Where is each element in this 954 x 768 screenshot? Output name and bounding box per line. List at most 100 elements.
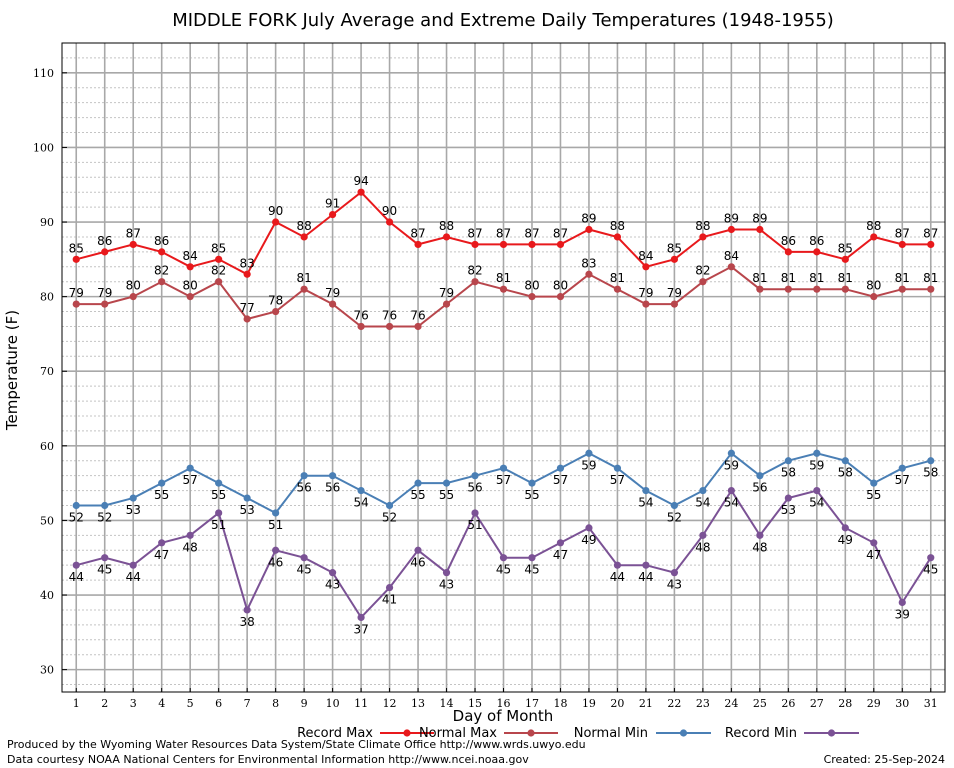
record-max-data-label: 87 (923, 226, 938, 240)
y-tick-label: 90 (40, 216, 54, 229)
legend-label: Normal Max (419, 726, 497, 741)
record-max-data-label: 91 (325, 197, 340, 211)
record-min-data-label: 45 (524, 563, 539, 577)
record-max-point (699, 233, 707, 241)
record-min-data-label: 37 (353, 622, 368, 636)
record-max-point (813, 248, 821, 256)
record-min-data-label: 44 (69, 570, 84, 584)
record-min-point (642, 561, 650, 569)
record-min-data-label: 46 (410, 555, 425, 569)
record-max-point (670, 255, 679, 263)
record-max-point (328, 210, 337, 219)
record-max-point (585, 225, 593, 234)
normal-min-point (813, 449, 821, 457)
normal-min-point (442, 479, 451, 487)
x-axis-label: Day of Month (453, 707, 554, 725)
normal-max-point (813, 285, 821, 293)
normal-max-data-label: 81 (838, 271, 853, 285)
normal-min-point (158, 479, 166, 487)
normal-min-point (727, 449, 735, 457)
record-max-point (385, 218, 394, 226)
normal-max-data-label: 81 (610, 271, 625, 285)
normal-max-data-label: 79 (667, 286, 682, 300)
normal-max-point (385, 322, 394, 331)
record-min-data-label: 43 (439, 578, 454, 592)
x-tick-label: 7 (244, 697, 251, 710)
normal-min-data-label: 52 (97, 511, 112, 525)
normal-max-data-label: 79 (638, 286, 653, 300)
normal-max-data-label: 76 (382, 308, 397, 322)
normal-max-data-label: 81 (296, 271, 311, 285)
record-min-point (699, 531, 707, 539)
normal-max-data-label: 78 (268, 294, 283, 308)
record-max-data-label: 87 (126, 226, 141, 240)
series-record-max (72, 188, 935, 278)
normal-max-point (642, 300, 650, 308)
record-max-data-label: 89 (724, 211, 739, 225)
record-min-point (385, 583, 394, 592)
normal-min-data-label: 58 (923, 466, 938, 480)
normal-max-point (756, 285, 764, 293)
normal-min-point (756, 472, 764, 480)
legend-marker (527, 729, 535, 737)
record-max-point (727, 225, 735, 234)
record-min-point (272, 546, 280, 554)
normal-max-data-label: 80 (866, 279, 881, 293)
y-tick-label: 30 (40, 664, 54, 677)
x-tick-label: 5 (187, 697, 194, 710)
grid (62, 42, 945, 692)
normal-max-point (784, 285, 792, 293)
x-tick-label: 20 (610, 697, 624, 710)
record-max-point (300, 233, 308, 241)
record-min-data-label: 45 (496, 563, 511, 577)
normal-min-point (642, 486, 650, 495)
record-min-data-label: 39 (895, 607, 910, 621)
record-max-data-label: 84 (638, 249, 653, 263)
footer-data-courtesy: Data courtesy NOAA National Centers for … (7, 753, 529, 766)
record-min-data-label: 48 (752, 540, 767, 554)
normal-min-point (72, 501, 80, 510)
legend-item-normal-max: Normal Max (419, 726, 558, 741)
x-tick-label: 19 (582, 697, 596, 710)
normal-min-point (699, 486, 707, 495)
normal-max-point (357, 322, 365, 331)
normal-min-point (243, 494, 251, 502)
x-tick-label: 12 (383, 697, 397, 710)
x-tick-label: 10 (326, 697, 340, 710)
record-max-point (215, 255, 223, 263)
normal-max-data-label: 79 (439, 286, 454, 300)
x-tick-label: 22 (667, 697, 681, 710)
record-min-data-label: 47 (553, 548, 568, 562)
normal-min-data-label: 56 (467, 481, 482, 495)
record-max-point (784, 248, 792, 256)
normal-max-point (613, 285, 622, 293)
normal-max-data-label: 79 (97, 286, 112, 300)
record-min-point (300, 554, 308, 562)
x-tick-label: 3 (130, 697, 137, 710)
normal-min-point (215, 479, 223, 487)
normal-min-point (784, 457, 792, 465)
record-min-point (158, 539, 166, 547)
normal-max-point (243, 315, 251, 323)
normal-max-data-label: 79 (325, 286, 340, 300)
normal-max-data-label: 77 (240, 301, 255, 315)
normal-max-data-label: 81 (809, 271, 824, 285)
normal-max-point (471, 278, 479, 286)
normal-min-data-label: 59 (724, 458, 739, 472)
x-tick-label: 6 (215, 697, 222, 710)
record-max-point (613, 233, 622, 241)
legend-item-normal-min: Normal Min (574, 726, 711, 741)
normal-min-data-label: 55 (439, 488, 454, 502)
legend-label: Record Max (297, 726, 373, 741)
record-min-data-label: 54 (809, 496, 824, 510)
normal-max-point (841, 285, 849, 293)
record-min-data-label: 49 (581, 533, 596, 547)
normal-max-point (499, 285, 508, 293)
normal-max-data-label: 82 (695, 264, 710, 278)
normal-max-point (328, 300, 337, 308)
x-tick-label: 2 (101, 697, 108, 710)
record-max-point (414, 240, 422, 249)
x-tick-label: 13 (411, 697, 425, 710)
record-min-point (613, 561, 622, 569)
